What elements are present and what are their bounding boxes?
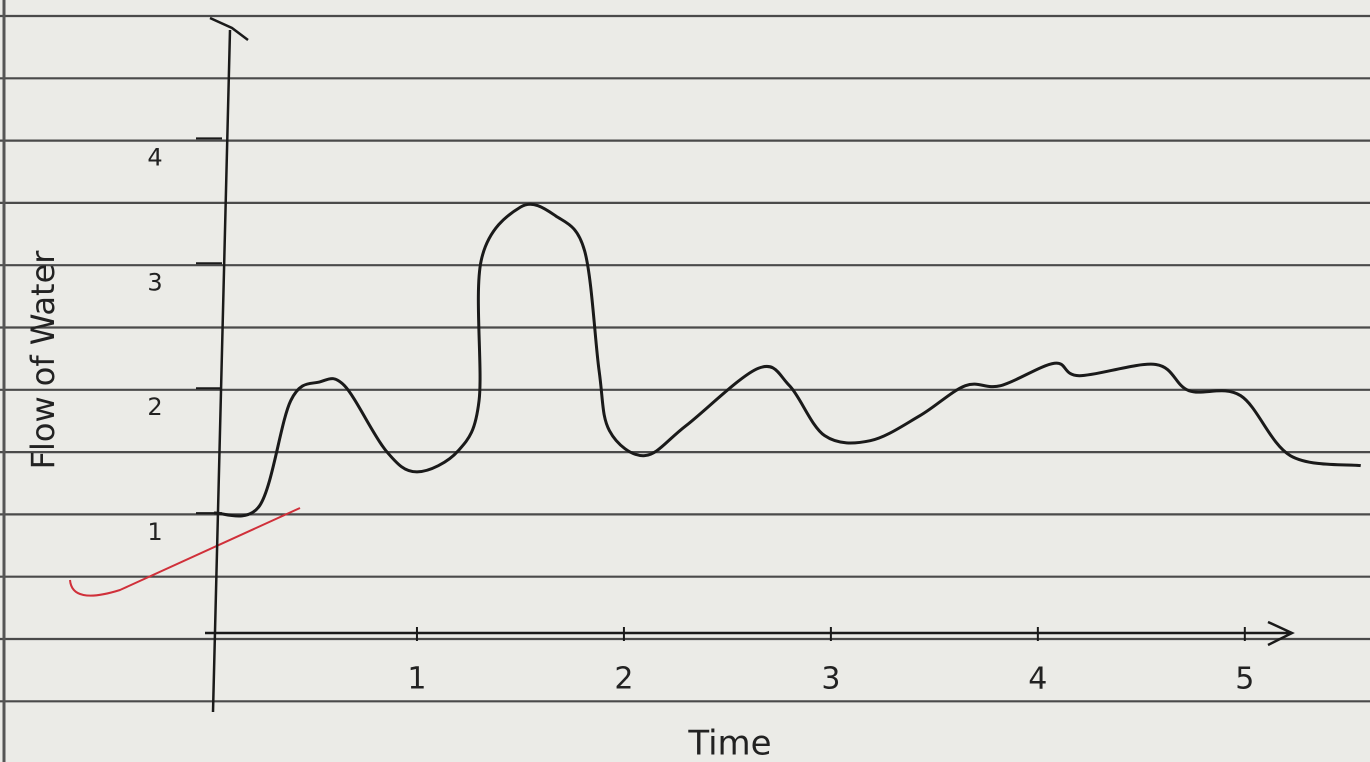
x-tick-label: 1 [407, 662, 426, 697]
x-axis-label: Time [687, 724, 771, 762]
y-axis [209, 16, 249, 713]
x-axis [205, 620, 1295, 647]
x-tick-label: 3 [821, 662, 840, 697]
y-tick-label: 4 [147, 143, 162, 171]
y-tick-label: 2 [147, 393, 162, 421]
x-tick-label: 2 [614, 662, 633, 697]
data-line [213, 202, 1361, 518]
y-axis-label: Flow of Water [24, 250, 62, 470]
y-tick-label: 3 [147, 268, 162, 296]
x-tick-label: 5 [1235, 662, 1254, 697]
y-tick-label: 1 [147, 518, 162, 546]
red-check [69, 507, 301, 597]
x-tick-label: 4 [1028, 662, 1047, 697]
